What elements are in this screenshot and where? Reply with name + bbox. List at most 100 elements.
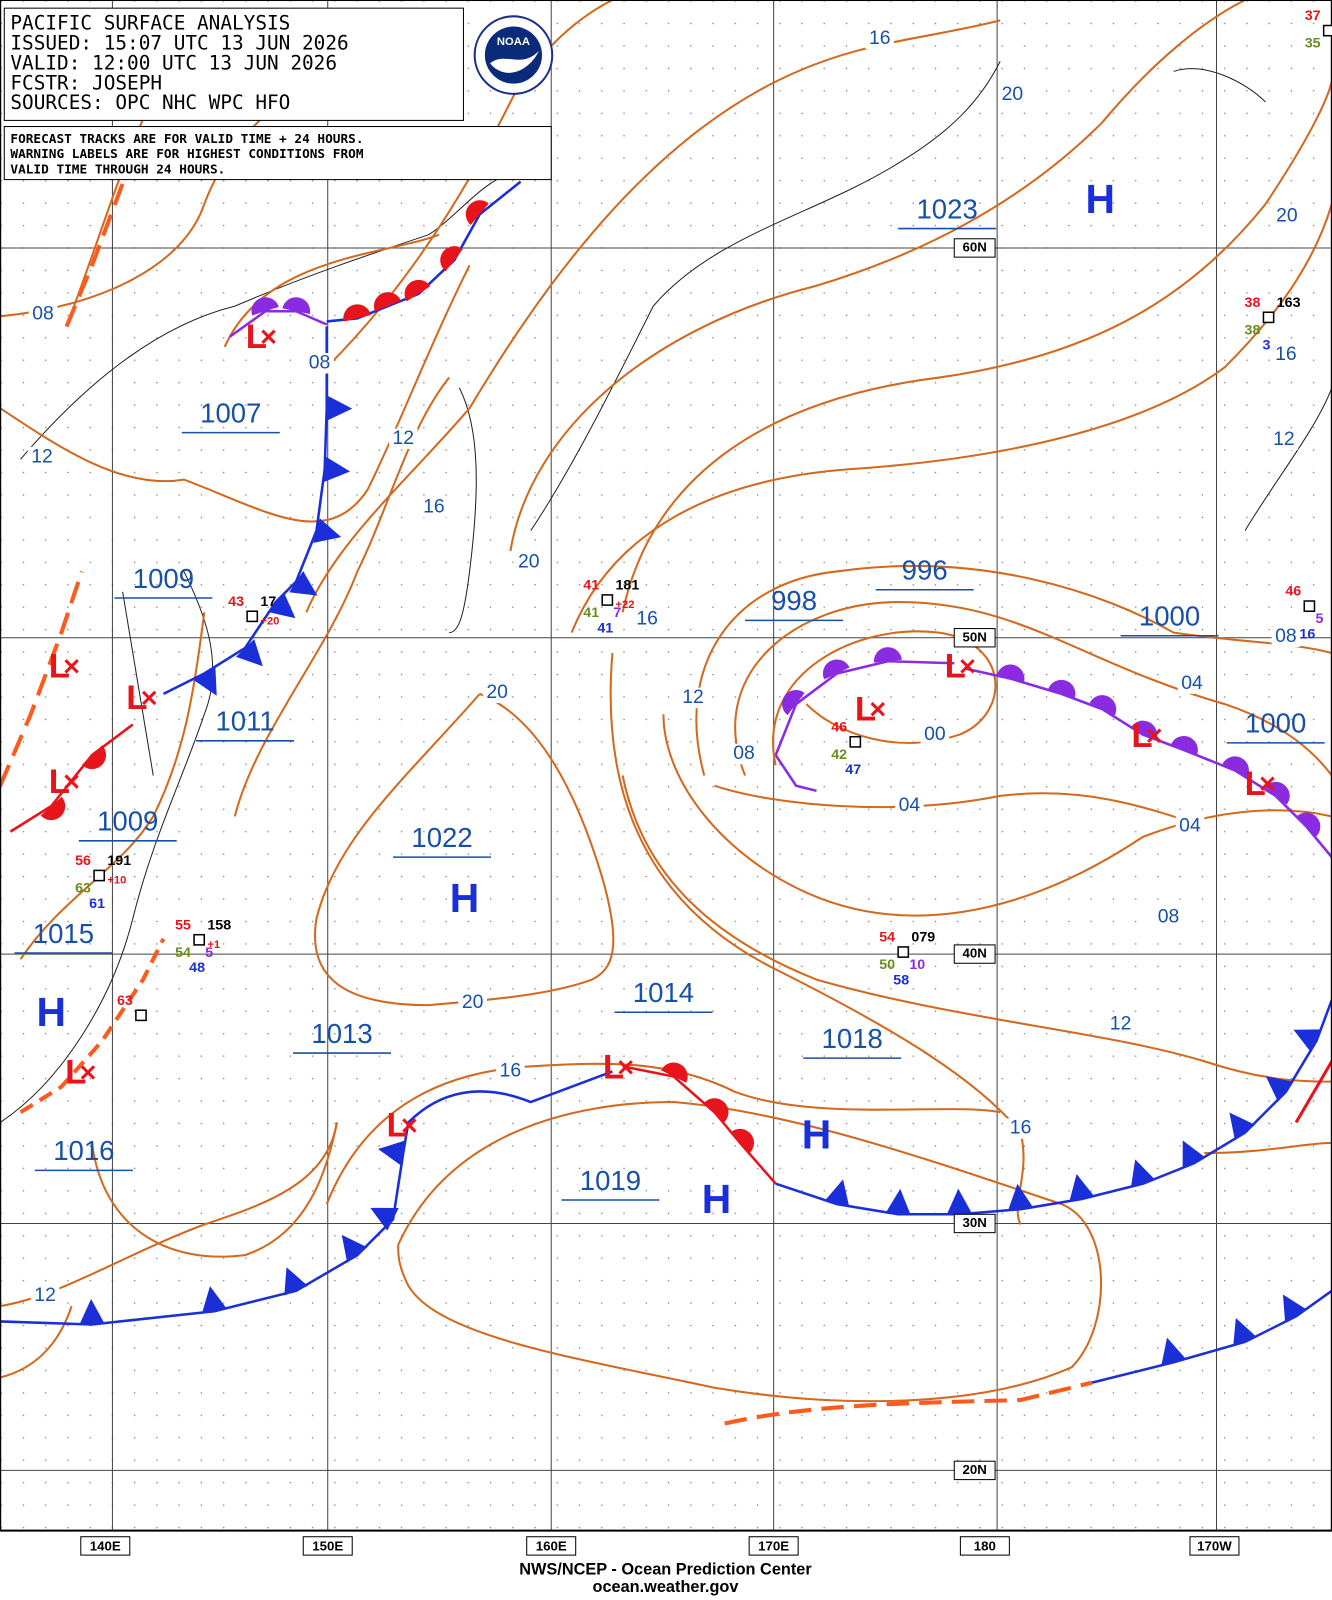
- isobar-label-bg: [920, 724, 950, 745]
- isobar-label: 16: [1010, 1117, 1032, 1139]
- lon-label: 170E: [758, 1538, 789, 1553]
- low-center: L: [126, 679, 147, 717]
- isobar-label: 16: [1275, 343, 1297, 365]
- low-center: L: [49, 763, 70, 801]
- lon-label-box: [302, 1536, 353, 1556]
- isobar-label: 20: [462, 991, 484, 1013]
- isobar-label: 08: [1275, 625, 1297, 647]
- station-dew: 38: [1245, 322, 1261, 338]
- isobar-label-bg: [998, 84, 1027, 106]
- lon-label: 150E: [312, 1538, 343, 1553]
- isobar-label: 12: [682, 686, 704, 708]
- isobar-label-bg: [895, 795, 924, 817]
- isobar-label-bg: [496, 1061, 525, 1082]
- isobar-label: 08: [733, 742, 755, 764]
- isobar-label: 12: [1273, 428, 1295, 450]
- header-line: PACIFIC SURFACE ANALYSIS: [10, 12, 290, 35]
- pressure-center-label: 996: [902, 555, 948, 586]
- station-pressure: 17: [260, 594, 276, 610]
- station-dew: 54: [175, 945, 191, 961]
- high-center: H: [1085, 176, 1114, 222]
- low-x: [618, 1060, 633, 1075]
- station-other: 5: [205, 945, 213, 961]
- footer-line: ocean.weather.gov: [593, 1578, 739, 1596]
- low-x: [80, 1065, 96, 1080]
- isobar-label: 04: [899, 794, 921, 816]
- low-center: L: [945, 648, 966, 686]
- pressure-center-label: 1022: [411, 822, 472, 853]
- lon-label: 180: [974, 1538, 996, 1553]
- isobar-label-bg: [419, 496, 449, 518]
- header-line: FCSTR: JOSEPH: [10, 71, 162, 94]
- station-temp: 55: [175, 917, 191, 933]
- dot-grid: [0, 0, 1332, 1531]
- lat-label: 40N: [963, 946, 987, 961]
- pressure-center-label: 1007: [200, 397, 261, 428]
- station-sst: 48: [189, 960, 205, 976]
- pressure-center-label: 1018: [822, 1023, 883, 1054]
- isobar-label-bg: [678, 687, 708, 709]
- lon-label-box: [1189, 1536, 1240, 1556]
- isobar-label-bg: [1271, 344, 1301, 366]
- isobar-label-bg: [482, 682, 512, 704]
- station-dew: 35: [1305, 36, 1321, 52]
- station-temp: 56: [75, 853, 91, 869]
- low-x: [1260, 776, 1275, 791]
- station-tendency: +20: [260, 615, 279, 627]
- low-x: [1147, 728, 1162, 743]
- lat-label: 20N: [963, 1462, 987, 1477]
- pressure-center-label: 1019: [580, 1165, 641, 1196]
- isobar-label-bg: [1269, 429, 1299, 450]
- lon-label: 140E: [90, 1538, 121, 1553]
- low-center: L: [1131, 717, 1152, 755]
- high-center: H: [802, 1112, 831, 1158]
- low-center: L: [246, 318, 267, 356]
- lat-label-box: [953, 1460, 996, 1481]
- station-pressure: 181: [615, 577, 639, 593]
- isobar-label: 04: [1181, 672, 1203, 694]
- isobar-label-bg: [729, 743, 759, 765]
- lat-label-box: [953, 944, 996, 964]
- station-marker: [1322, 24, 1332, 37]
- low-x: [402, 1118, 417, 1133]
- station-other: 5: [1315, 611, 1323, 627]
- isobar-label-bg: [27, 446, 57, 468]
- station-dew: 41: [583, 605, 599, 621]
- station-sst: 47: [845, 762, 861, 778]
- low-center: L: [855, 690, 876, 728]
- station-temp: 63: [117, 993, 133, 1009]
- lat-label-box: [953, 238, 996, 258]
- station-marker: [849, 735, 862, 748]
- station-marker: [193, 933, 206, 946]
- station-temp: 43: [228, 594, 244, 610]
- low-center: L: [603, 1049, 624, 1087]
- lat-label: 60N: [963, 239, 987, 254]
- station-dew: 63: [75, 881, 91, 897]
- station-temp: 37: [1305, 8, 1321, 24]
- isobar-label: 16: [636, 608, 658, 630]
- isobar-label-bg: [305, 353, 334, 374]
- pressure-center-label: 1009: [133, 563, 194, 594]
- isobar-label: 04: [1179, 815, 1201, 837]
- isobar-label-bg: [632, 609, 662, 630]
- pressure-center-label: 1000: [1139, 601, 1200, 632]
- isobar-label: 20: [486, 681, 508, 703]
- note-line: WARNING LABELS ARE FOR HIGHEST CONDITION…: [10, 147, 363, 162]
- station-marker: [1303, 600, 1316, 612]
- station-other: 7: [613, 605, 621, 621]
- isobar-label-bg: [1175, 816, 1205, 837]
- station-sst: 41: [597, 620, 613, 636]
- isobar-label: 12: [1110, 1013, 1132, 1035]
- station-dew: 42: [831, 747, 847, 763]
- isobar-label-bg: [1272, 206, 1302, 227]
- header-box: [3, 7, 464, 121]
- lat-label-box: [953, 1213, 996, 1234]
- low-x: [141, 690, 157, 706]
- logo-text: NOAA: [497, 36, 530, 48]
- station-sst: 3: [1263, 338, 1271, 354]
- isobar-label: 20: [1002, 83, 1024, 105]
- station-temp: 46: [831, 719, 847, 735]
- header-line: VALID: 12:00 UTC 13 JUN 2026: [10, 51, 337, 74]
- isobar-label-bg: [458, 992, 487, 1014]
